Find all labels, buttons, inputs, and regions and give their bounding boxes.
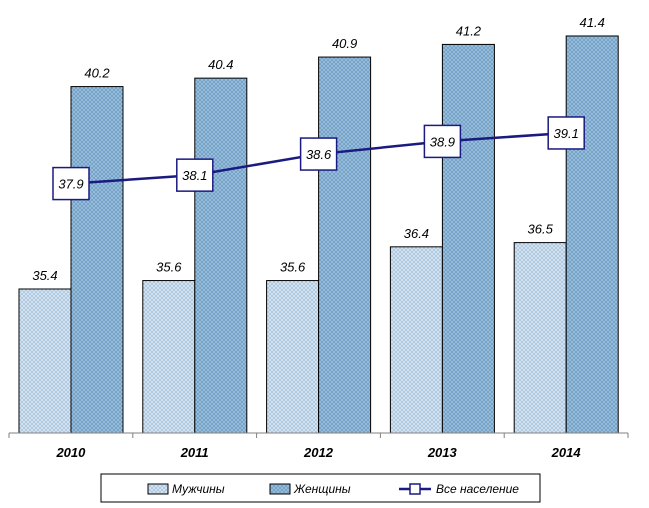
legend-item-0: Мужчины: [147, 482, 225, 496]
bar-women-2011: [194, 77, 248, 434]
tick-label-2013: 2013: [427, 445, 458, 460]
x-axis: 2010 2011 2012 2013 2014: [8, 432, 629, 460]
line-label-2013: 38.9: [430, 134, 455, 149]
legend-item-1: Женщины: [269, 482, 351, 496]
bar-men-2010: [18, 288, 72, 434]
legend-label: Все население: [436, 482, 519, 496]
line-marker-2014: 39.1: [547, 116, 585, 150]
bar-men-2011: [142, 280, 196, 434]
data-label-women-2012: 40.9: [332, 36, 357, 51]
bar-men-2012: [266, 280, 320, 434]
data-label-women-2010: 40.2: [84, 66, 110, 81]
data-label-women-2011: 40.4: [208, 57, 233, 72]
legend-box: [100, 473, 541, 503]
data-label-men-2010: 35.4: [32, 268, 57, 283]
line-label-2014: 39.1: [554, 126, 579, 141]
line-marker-2013: 38.9: [423, 124, 462, 159]
bar-women-2012: [318, 56, 372, 434]
data-label-women-2014: 41.4: [580, 15, 605, 30]
bar-men-2014: [513, 242, 567, 434]
data-label-men-2013: 36.4: [404, 226, 429, 241]
tick-label-2011: 2011: [180, 445, 209, 460]
bar-women-2013: [441, 43, 495, 434]
data-label-men-2012: 35.6: [280, 260, 306, 275]
data-label-women-2013: 41.2: [456, 23, 482, 38]
bar-women-2014: [565, 35, 619, 434]
line-marker-2012: 38.6: [299, 137, 338, 171]
bar-women-2010: [70, 86, 124, 434]
data-label-men-2011: 35.6: [156, 260, 182, 275]
data-label-men-2014: 36.5: [528, 222, 554, 237]
line-marker-2010: 37.9: [52, 166, 90, 201]
legend-label: Женщины: [293, 482, 351, 496]
tick-label-2014: 2014: [551, 445, 582, 460]
legend: Мужчины Женщины Все население: [100, 473, 541, 503]
legend-item-2: Все население: [399, 482, 519, 496]
data-labels-layer: 35.4 40.2 35.6 40.4 35.6 40.9 36.4 41.2 36.5 41.4: [32, 15, 605, 283]
tick-label-2012: 2012: [303, 445, 334, 460]
line-label-2011: 38.1: [182, 168, 207, 183]
line-label-2012: 38.6: [306, 147, 332, 162]
legend-swatch: [147, 483, 169, 495]
bar-men-2013: [389, 246, 443, 434]
line-label-2010: 37.9: [58, 177, 83, 192]
legend-swatch: [269, 483, 291, 495]
legend-label: Мужчины: [172, 482, 225, 496]
tick-label-2010: 2010: [55, 445, 86, 460]
line-marker-2011: 38.1: [176, 158, 214, 192]
bars-layer: [18, 35, 619, 434]
line-series-layer: 37.9 38.1 38.6 38.9 39.1: [52, 116, 585, 201]
